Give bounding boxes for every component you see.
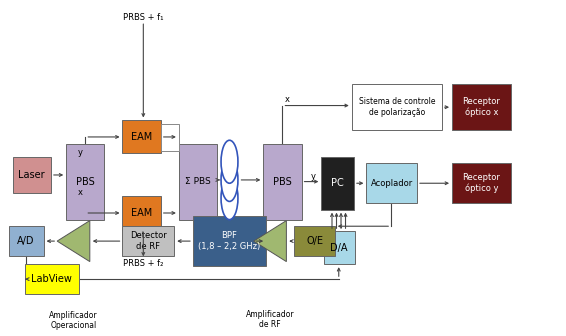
Text: y: y — [78, 148, 83, 157]
Text: EAM: EAM — [131, 208, 152, 218]
Text: Amplificador
de RF: Amplificador de RF — [246, 309, 294, 329]
Text: Acoplador: Acoplador — [371, 179, 413, 188]
Text: PRBS + f₂: PRBS + f₂ — [123, 259, 164, 268]
Text: BPF
(1,8 – 2,2 GHz): BPF (1,8 – 2,2 GHz) — [198, 232, 260, 251]
Text: PBS: PBS — [76, 177, 95, 186]
FancyBboxPatch shape — [122, 197, 161, 229]
FancyBboxPatch shape — [122, 226, 174, 256]
Text: Σ PBS: Σ PBS — [185, 177, 211, 186]
Text: Sistema de controle
de polarização: Sistema de controle de polarização — [358, 97, 435, 117]
FancyBboxPatch shape — [8, 226, 44, 256]
Text: x: x — [285, 95, 290, 104]
Text: Receptor
óptico x: Receptor óptico x — [462, 97, 500, 117]
FancyBboxPatch shape — [179, 143, 217, 220]
Text: PRBS + f₁: PRBS + f₁ — [123, 13, 164, 22]
Text: x: x — [78, 188, 83, 197]
Text: PC: PC — [331, 178, 344, 188]
FancyBboxPatch shape — [66, 143, 105, 220]
FancyBboxPatch shape — [193, 216, 266, 266]
FancyBboxPatch shape — [324, 231, 354, 264]
Text: y: y — [310, 172, 315, 181]
Text: EAM: EAM — [131, 132, 152, 142]
Polygon shape — [57, 221, 90, 262]
FancyBboxPatch shape — [366, 163, 417, 203]
Text: Detector
de RF: Detector de RF — [130, 232, 167, 251]
FancyBboxPatch shape — [452, 163, 511, 203]
FancyBboxPatch shape — [294, 226, 335, 256]
Text: A/D: A/D — [18, 236, 35, 246]
FancyBboxPatch shape — [122, 120, 161, 154]
FancyBboxPatch shape — [351, 84, 442, 130]
Text: PBS: PBS — [273, 177, 292, 186]
Text: D/A: D/A — [331, 243, 348, 253]
Text: Receptor
óptico y: Receptor óptico y — [462, 173, 500, 193]
FancyBboxPatch shape — [25, 264, 79, 294]
FancyBboxPatch shape — [263, 143, 302, 220]
Text: Laser: Laser — [19, 170, 45, 180]
Ellipse shape — [221, 140, 238, 183]
FancyBboxPatch shape — [12, 157, 51, 193]
FancyBboxPatch shape — [452, 84, 511, 130]
Text: Amplificador
Operacional: Amplificador Operacional — [49, 310, 98, 330]
FancyBboxPatch shape — [161, 124, 179, 151]
Text: LabView: LabView — [31, 274, 72, 284]
FancyBboxPatch shape — [321, 157, 354, 210]
Text: O/E: O/E — [306, 236, 323, 246]
Ellipse shape — [221, 159, 238, 201]
Ellipse shape — [221, 177, 238, 220]
Polygon shape — [254, 221, 286, 262]
